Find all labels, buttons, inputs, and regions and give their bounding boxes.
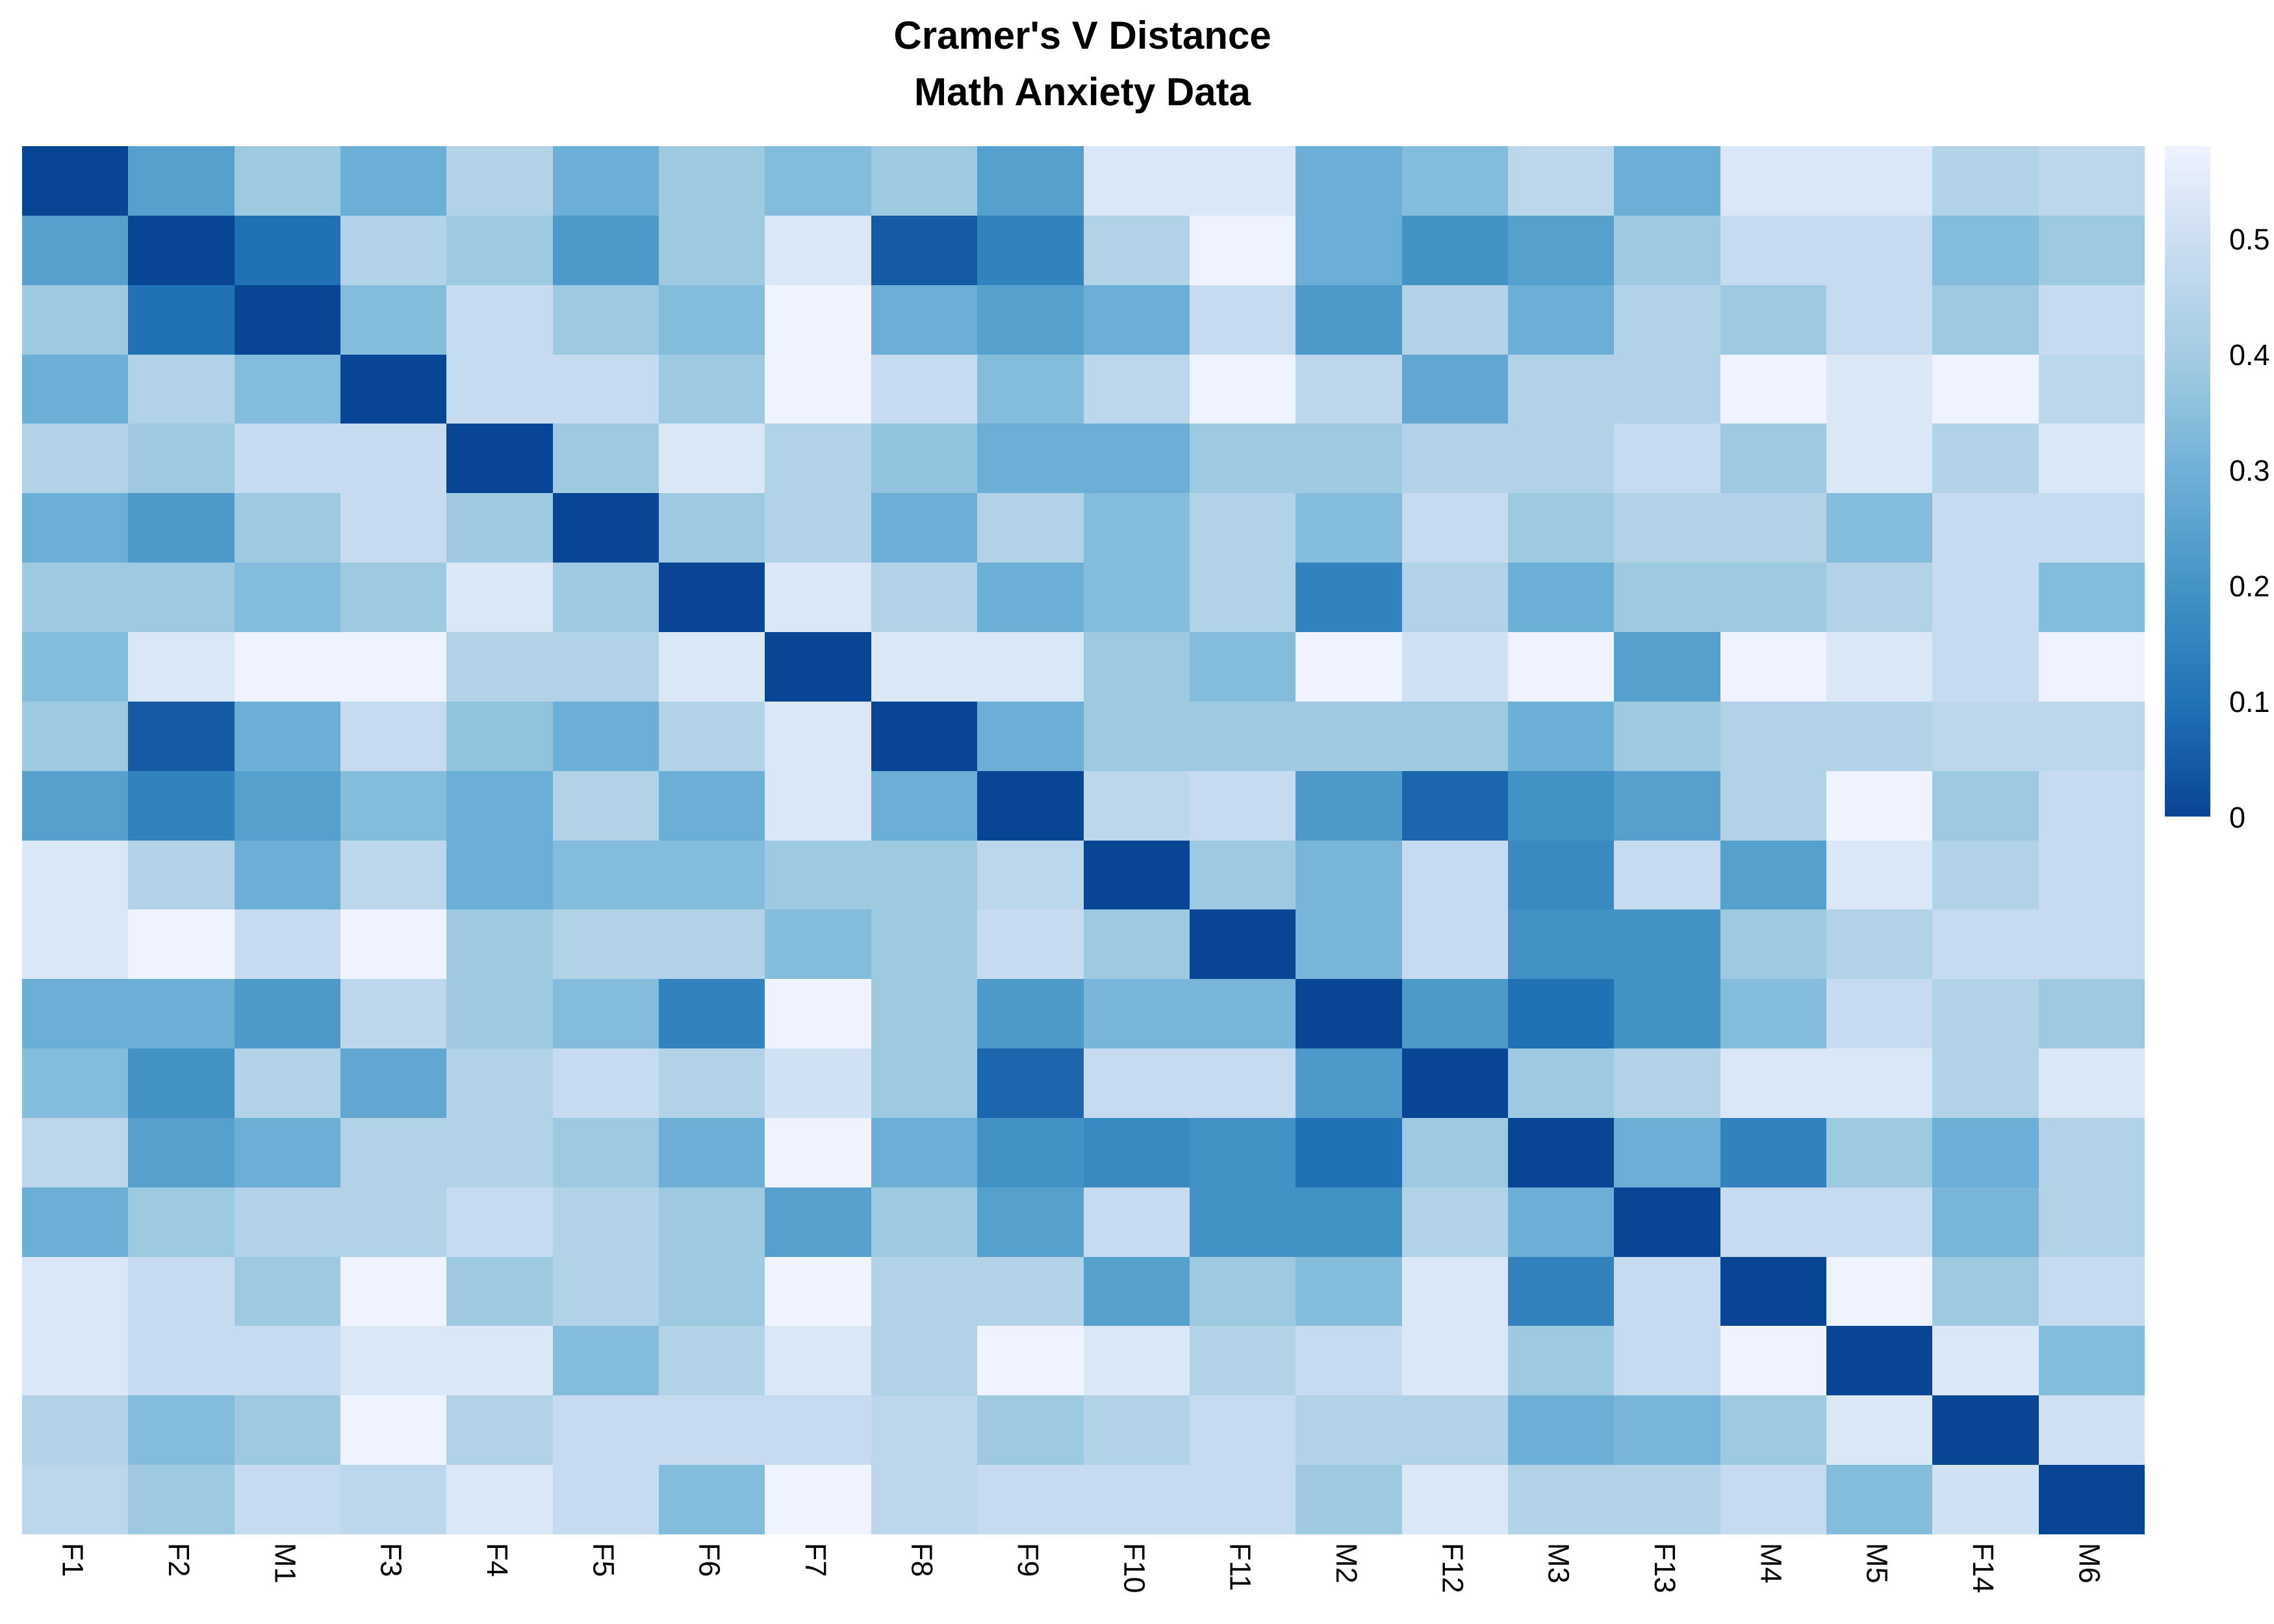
svg-text:F9: F9 xyxy=(1012,1543,1045,1577)
svg-text:F13: F13 xyxy=(1648,1543,1681,1593)
svg-text:M5: M5 xyxy=(1861,1543,1894,1584)
svg-text:F12: F12 xyxy=(1437,1543,1470,1593)
svg-text:Cramer's V Distance: Cramer's V Distance xyxy=(893,14,1271,57)
svg-text:F7: F7 xyxy=(799,1543,832,1577)
svg-text:F11: F11 xyxy=(1224,1543,1257,1591)
svg-text:F5: F5 xyxy=(587,1543,620,1577)
svg-text:F3: F3 xyxy=(375,1543,408,1577)
svg-text:M6: M6 xyxy=(2073,1543,2106,1584)
svg-text:0.5: 0.5 xyxy=(2229,223,2270,256)
svg-text:0: 0 xyxy=(2229,801,2245,834)
svg-text:M4: M4 xyxy=(1755,1543,1788,1584)
svg-text:F14: F14 xyxy=(1967,1543,2000,1593)
svg-text:0.3: 0.3 xyxy=(2229,454,2270,487)
svg-text:0.1: 0.1 xyxy=(2229,685,2270,718)
svg-text:0.4: 0.4 xyxy=(2229,338,2270,372)
svg-text:M3: M3 xyxy=(1542,1543,1576,1584)
svg-text:F2: F2 xyxy=(162,1543,196,1577)
svg-text:F6: F6 xyxy=(693,1543,726,1577)
svg-text:0.2: 0.2 xyxy=(2229,570,2270,603)
svg-text:F1: F1 xyxy=(57,1543,90,1577)
svg-text:F8: F8 xyxy=(906,1543,939,1577)
svg-text:F10: F10 xyxy=(1118,1543,1151,1593)
svg-text:F4: F4 xyxy=(481,1543,514,1577)
svg-text:M2: M2 xyxy=(1330,1543,1363,1584)
svg-text:Math Anxiety Data: Math Anxiety Data xyxy=(914,70,1251,114)
svg-text:M1: M1 xyxy=(269,1543,302,1584)
